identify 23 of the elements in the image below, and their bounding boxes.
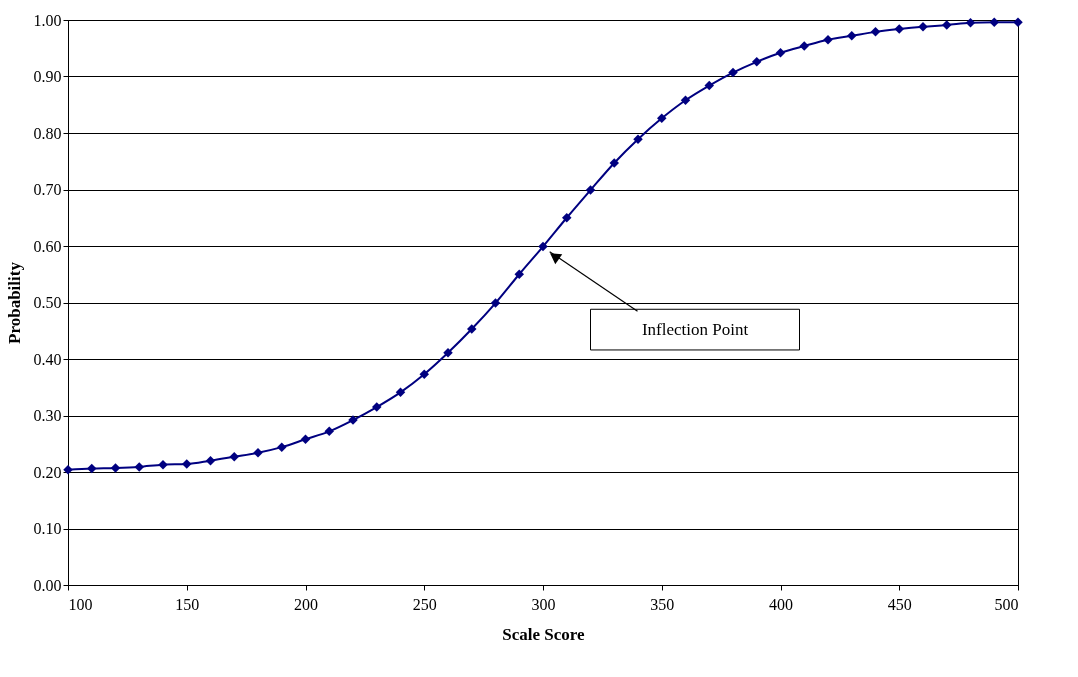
y-tick-label: 0.60 — [33, 237, 62, 255]
x-tick-label: 150 — [175, 595, 200, 613]
annotation: Inflection Point — [641, 319, 749, 339]
y-tick-label: 0.50 — [33, 294, 62, 311]
x-tick-label: 500 — [994, 595, 1019, 613]
x-tick-label: 350 — [650, 595, 675, 613]
y-axis-title: Probability — [4, 261, 24, 344]
x-tick-label: 250 — [412, 595, 437, 613]
x-tick-label: 100 — [68, 595, 93, 613]
y-tick-label: 0.10 — [33, 520, 62, 537]
y-tick-label: 0.30 — [33, 407, 62, 424]
y-tick-label: 0.90 — [33, 68, 62, 85]
x-tick-label: 200 — [294, 595, 318, 613]
y-tick-label: 0.00 — [33, 576, 62, 594]
y-tick-label: 0.80 — [33, 124, 62, 142]
x-axis-title: Scale Score — [502, 624, 586, 644]
y-tick-label: 0.70 — [33, 181, 62, 198]
x-tick-label: 450 — [887, 595, 912, 613]
x-tick-label: 300 — [531, 595, 556, 613]
y-tick-label: 0.40 — [33, 350, 62, 368]
x-tick-label: 400 — [769, 595, 793, 613]
y-tick-label: 1.00 — [33, 11, 62, 29]
y-tick-label: 0.20 — [33, 463, 62, 481]
